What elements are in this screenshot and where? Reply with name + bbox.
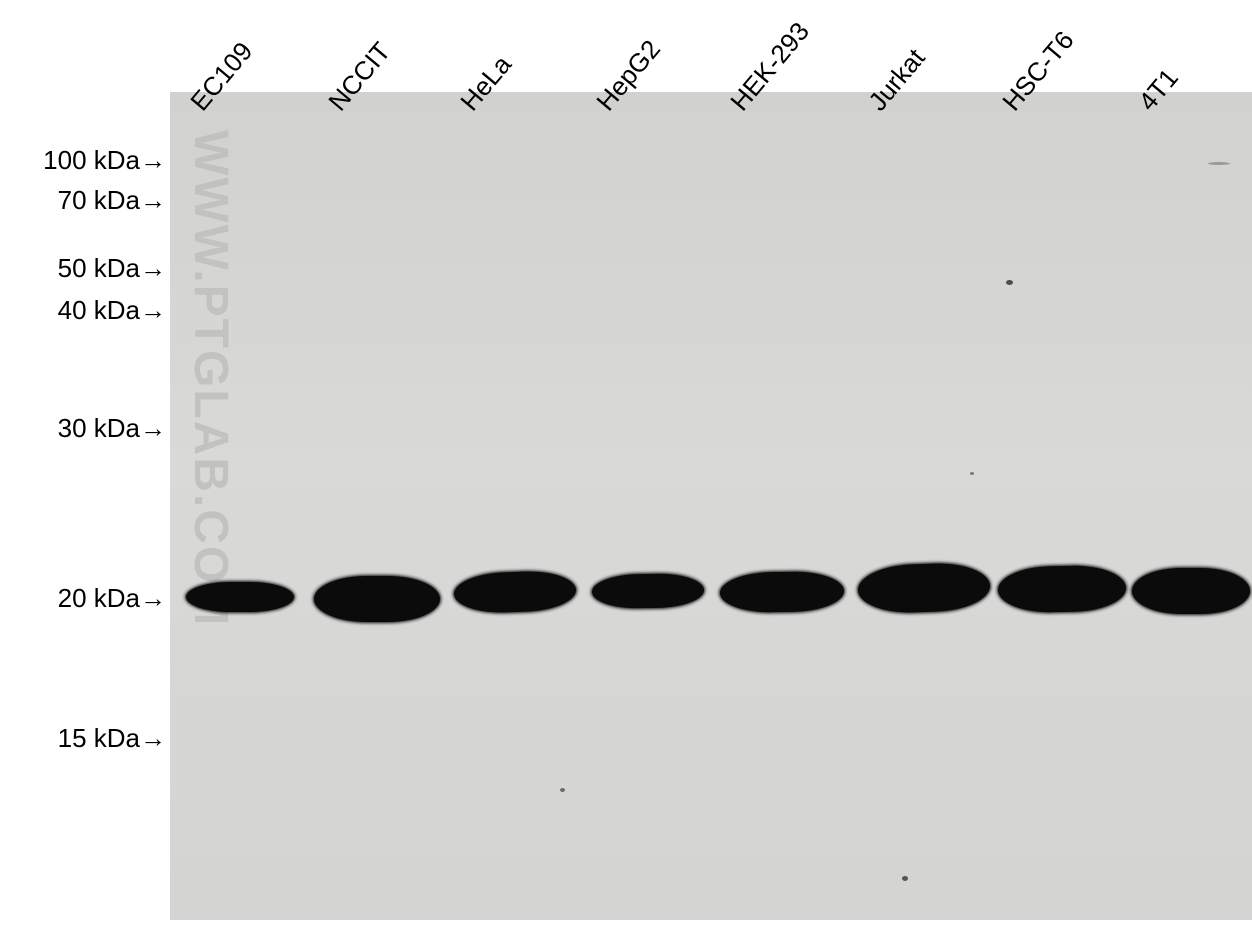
- mw-label: 15 kDa→: [0, 723, 166, 754]
- artifact-speckle: [902, 876, 908, 881]
- blot-band: [314, 576, 440, 622]
- artifact-speckle: [1006, 280, 1013, 285]
- mw-label-text: 20 kDa: [58, 583, 140, 613]
- mw-label: 40 kDa→: [0, 295, 166, 326]
- mw-label: 30 kDa→: [0, 413, 166, 444]
- arrow-right-icon: →: [140, 185, 166, 216]
- arrow-right-icon: →: [140, 413, 166, 444]
- artifact-speckle: [560, 788, 565, 792]
- artifact-speckle: [970, 472, 974, 475]
- mw-label: 20 kDa→: [0, 583, 166, 614]
- arrow-right-icon: →: [140, 583, 166, 614]
- arrow-right-icon: →: [140, 723, 166, 754]
- mw-label-text: 30 kDa: [58, 413, 140, 443]
- mw-label-text: 50 kDa: [58, 253, 140, 283]
- blot-band: [998, 565, 1127, 613]
- mw-label-text: 70 kDa: [58, 185, 140, 215]
- mw-label-text: 40 kDa: [58, 295, 140, 325]
- mw-label-text: 100 kDa: [43, 145, 140, 175]
- mw-label-text: 15 kDa: [58, 723, 140, 753]
- arrow-right-icon: →: [140, 253, 166, 284]
- artifact-speckle: [1208, 162, 1230, 165]
- western-blot-figure: WWW.PTGLAB.COM EC109NCCITHeLaHepG2HEK-29…: [0, 0, 1252, 928]
- watermark-text: WWW.PTGLAB.COM: [183, 130, 238, 627]
- mw-label: 70 kDa→: [0, 185, 166, 216]
- mw-label: 50 kDa→: [0, 253, 166, 284]
- blot-band: [1132, 568, 1250, 614]
- arrow-right-icon: →: [140, 295, 166, 326]
- mw-label: 100 kDa→: [0, 145, 166, 176]
- blot-membrane: [170, 92, 1252, 920]
- arrow-right-icon: →: [140, 145, 166, 176]
- blot-band: [186, 582, 294, 612]
